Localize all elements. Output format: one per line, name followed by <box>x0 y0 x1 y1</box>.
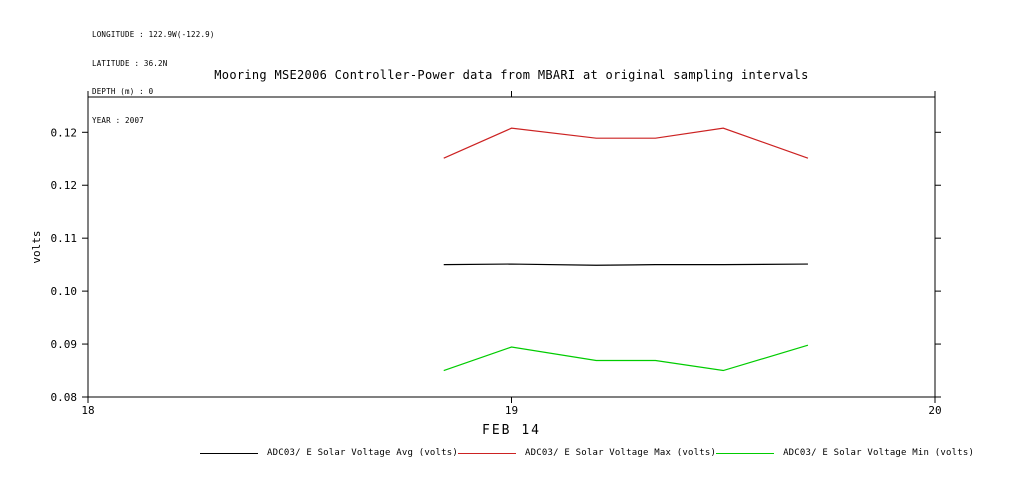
y-axis-label: volts <box>30 230 43 264</box>
x-tick-label: 19 <box>505 404 518 417</box>
y-tick-label: 0.10 <box>51 285 78 298</box>
legend-label-avg: ADC03/ E Solar Voltage Avg (volts) <box>267 448 459 458</box>
legend-line-swatch-avg <box>200 452 258 454</box>
x-axis-date-label: FEB 14 <box>482 423 541 438</box>
chart-title: Mooring MSE2006 Controller-Power data fr… <box>214 68 809 82</box>
x-tick-label: 18 <box>81 404 94 417</box>
metadata-depth: DEPTH (m) : 0 <box>92 87 154 96</box>
metadata-longitude: LONGITUDE : 122.9W(-122.9) <box>92 30 215 39</box>
series-line-1 <box>443 127 809 159</box>
legend-item-min: ADC03/ E Solar Voltage Min (volts) <box>716 448 974 458</box>
metadata-latitude: LATITUDE : 36.2N <box>92 58 168 68</box>
series-line-2 <box>443 344 809 372</box>
legend-line-swatch-min <box>716 452 775 454</box>
legend-line-swatch-max <box>458 452 517 454</box>
y-tick-label: 0.12 <box>51 179 78 192</box>
legend-label-min: ADC03/ E Solar Voltage Min (volts) <box>783 448 975 458</box>
y-tick-label: 0.08 <box>51 391 78 404</box>
metadata-year: YEAR : 2007 <box>92 115 144 125</box>
legend: ADC03/ E Solar Voltage Avg (volts) ADC03… <box>200 448 974 458</box>
plot-frame <box>87 96 936 398</box>
series-line-0 <box>443 263 808 266</box>
legend-item-avg: ADC03/ E Solar Voltage Avg (volts) <box>200 448 458 458</box>
legend-item-max: ADC03/ E Solar Voltage Max (volts) <box>458 448 716 458</box>
y-tick-label: 0.11 <box>51 232 78 245</box>
x-tick-label: 20 <box>928 404 941 417</box>
y-tick-label: 0.09 <box>51 338 78 351</box>
y-tick-label: 0.12 <box>51 126 78 139</box>
metadata-block: LONGITUDE : 122.9W(-122.9) LATITUDE : 36… <box>92 11 215 135</box>
legend-label-max: ADC03/ E Solar Voltage Max (volts) <box>525 448 717 458</box>
